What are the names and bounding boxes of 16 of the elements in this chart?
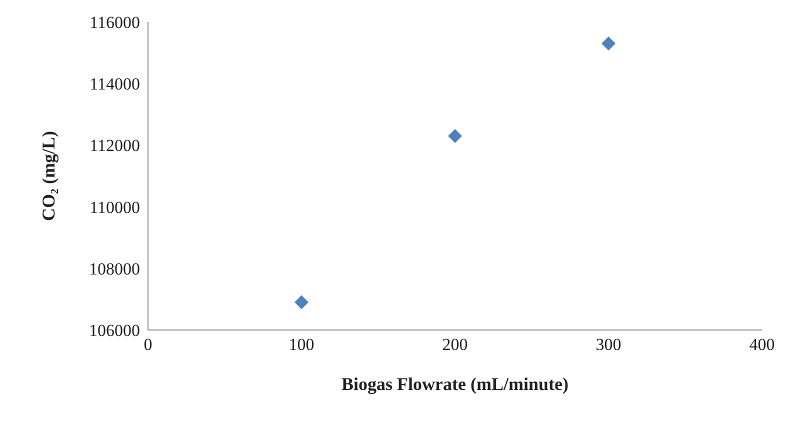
y-tick-label: 114000: [90, 74, 140, 94]
x-axis-title: Biogas Flowrate (mL/minute): [342, 374, 568, 394]
point: [448, 128, 462, 143]
y-tick-label: 112000: [90, 136, 140, 156]
y-tick-label: 116000: [90, 13, 140, 32]
y-tick-label: 110000: [90, 198, 140, 217]
x-tick-label: 300: [596, 335, 622, 354]
x-tick-label: 400: [749, 335, 775, 354]
y-tick-label: 106000: [89, 321, 140, 340]
x-tick-label: 0: [144, 335, 152, 354]
x-tick-label: 100: [288, 335, 314, 354]
point: [294, 295, 308, 310]
point: [602, 36, 616, 51]
y-tick-label: 108000: [89, 259, 140, 278]
y-axis-title: CO₂ (mg/L): [38, 131, 58, 221]
x-tick-label: 200: [442, 335, 468, 354]
